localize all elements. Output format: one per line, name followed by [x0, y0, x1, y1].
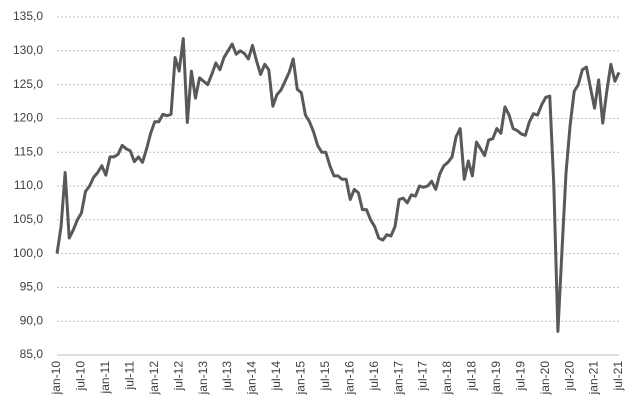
y-tick-label: 85,0: [20, 347, 44, 361]
x-tick-label: jan-19: [489, 361, 503, 396]
x-tick-label: jul-14: [269, 361, 283, 392]
x-tick-label: jul-11: [122, 361, 136, 391]
x-tick-label: jan-21: [587, 361, 601, 396]
x-tick-label: jul-18: [465, 361, 479, 392]
x-tick-label: jan-14: [245, 361, 259, 396]
y-tick-label: 105,0: [13, 212, 43, 226]
y-tick-label: 115,0: [14, 144, 43, 158]
x-tick-label: jul-16: [367, 361, 381, 392]
y-tick-label: 110,0: [14, 178, 43, 192]
x-tick-label: jul-12: [171, 361, 185, 392]
data-line: [55, 37, 621, 333]
x-tick-label: jan-12: [147, 361, 161, 396]
y-tick-label: 90,0: [20, 313, 44, 327]
y-tick-label: 125,0: [13, 77, 43, 91]
x-tick-label: jan-11: [98, 361, 112, 395]
y-tick-label: 130,0: [13, 43, 43, 57]
x-tick-label: jul-10: [74, 361, 88, 392]
y-tick-label: 100,0: [13, 246, 43, 260]
x-tick-label: jan-10: [49, 361, 63, 396]
x-tick-label: jul-20: [562, 361, 576, 392]
x-tick-label: jan-18: [440, 361, 454, 396]
x-tick-label: jul-19: [513, 361, 527, 392]
y-tick-label: 95,0: [20, 280, 44, 294]
y-tick-label: 120,0: [13, 111, 43, 125]
x-tick-label: jan-20: [538, 361, 552, 396]
x-tick-label: jul-17: [416, 361, 430, 392]
y-tick-label: 135,0: [13, 9, 43, 23]
x-tick-label: jul-21: [611, 361, 625, 392]
x-tick-label: jan-16: [342, 361, 356, 396]
x-tick-label: jan-17: [391, 361, 405, 396]
x-tick-label: jan-13: [196, 361, 210, 396]
x-tick-label: jan-15: [294, 361, 308, 396]
x-tick-label: jul-15: [318, 361, 332, 392]
x-tick-label: jul-13: [220, 361, 234, 392]
